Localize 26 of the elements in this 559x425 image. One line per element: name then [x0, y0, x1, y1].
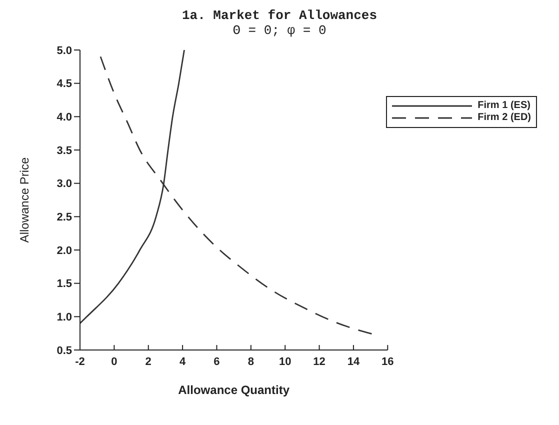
y-tick-label: 4.5: [56, 78, 72, 90]
y-tick-label: 4.0: [56, 112, 72, 124]
y-tick-label: 1.0: [56, 312, 72, 324]
x-tick-label: 0: [111, 356, 118, 368]
x-tick-label: -2: [75, 356, 85, 368]
x-tick-label: 2: [145, 356, 152, 368]
x-tick-label: 16: [382, 356, 394, 368]
x-axis-title: Allowance Quantity: [178, 383, 290, 397]
y-axis-title: Allowance Price: [17, 156, 32, 243]
x-tick-label: 10: [278, 356, 292, 368]
chart-title: 1a. Market for Allowances: [180, 8, 378, 23]
y-tick-label: 2.5: [56, 212, 72, 224]
chart-subtitle: Θ = 0; φ = 0: [232, 23, 328, 38]
y-tick-label: 0.5: [56, 344, 72, 357]
text: Firm 2 (ED): [478, 112, 531, 124]
text: Firm 1 (ES): [478, 100, 530, 112]
y-tick-label: 5.0: [56, 44, 72, 57]
x-tick-label: 4: [179, 356, 186, 368]
x-tick-label: 6: [214, 356, 220, 368]
y-tick-label: 3.0: [56, 178, 72, 190]
x-tick-label: 8: [248, 356, 254, 368]
y-tick-label: 2.0: [56, 244, 72, 257]
y-tick-label: 1.5: [56, 278, 72, 290]
x-tick-label: 12: [313, 356, 326, 368]
x-tick-label: 14: [347, 356, 360, 368]
y-tick-label: 3.5: [56, 144, 72, 157]
